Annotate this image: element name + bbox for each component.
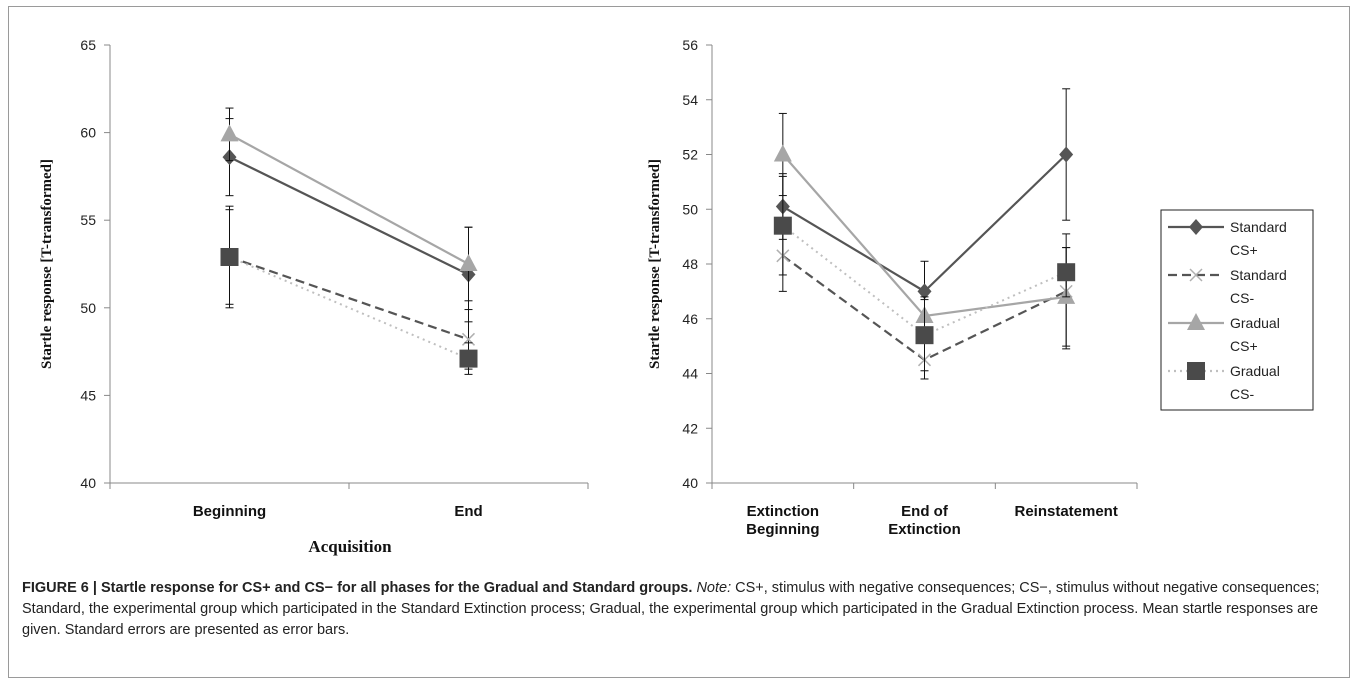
right-gradual-cs-point [915, 326, 934, 345]
right-y-tick-label: 54 [682, 92, 698, 108]
right-standard-cs-point [1059, 146, 1074, 163]
caption-body: CS+, stimulus with negative consequences… [22, 580, 1320, 638]
legend-standard-cs-label-cs: CS+ [1230, 242, 1258, 258]
legend-standard-cs-label: Standard [1230, 267, 1287, 283]
left-standard-cs-line [229, 255, 469, 341]
right-y-tick-label: 48 [682, 256, 698, 272]
left-y-tick-label: 60 [80, 125, 96, 141]
right-y-tick-label: 50 [682, 201, 698, 217]
left-gradual-cs-point [459, 349, 478, 368]
legend-gradual-cs-label: Gradual [1230, 315, 1280, 331]
legend-gradual-cs-marker [1187, 362, 1205, 380]
legend-standard-cs-marker [1189, 268, 1203, 282]
left-y-tick-label: 65 [80, 37, 96, 53]
right-x-tick-label: Beginning [746, 521, 819, 538]
left-gradual-cs-line [228, 133, 470, 265]
left-x-tick-label: Beginning [193, 503, 266, 520]
left-y-tick-label: 45 [80, 387, 96, 403]
left-gradual-cs-point [220, 124, 239, 142]
right-standard-cs-line [782, 205, 926, 293]
right-y-tick-label: 42 [682, 420, 698, 436]
right-y-axis-label: Startle response [T-transformed] [647, 159, 663, 369]
right-y-tick-label: 52 [682, 147, 698, 163]
left-gradual-cs-point [220, 247, 239, 266]
legend-box [1160, 209, 1314, 411]
caption-note-label: Note: [696, 580, 732, 596]
right-y-tick-label: 56 [682, 37, 698, 53]
right-standard-cs-line-extension [923, 153, 1067, 293]
legend: Standard CS+ Standard CS- Gradual CS+ Gradual C… [1160, 209, 1314, 411]
left-y-tick-label: 40 [80, 475, 96, 491]
left-gradual-cs-point [459, 254, 478, 271]
right-x-tick-label: Extinction [888, 521, 961, 538]
right-y-tick-label: 40 [682, 475, 698, 491]
legend-standard-cs-label: Standard [1230, 219, 1287, 235]
caption-lead: FIGURE 6 | Startle response for CS+ and … [22, 580, 693, 596]
right-x-tick-label: Reinstatement [1014, 503, 1117, 520]
figure-charts: 40 45 50 55 60 65 Beginning End Startle respon… [39, 37, 1314, 556]
left-y-tick-label: 50 [80, 300, 96, 316]
left-x-axis-label: Acquisition [308, 537, 392, 556]
left-y-tick-label: 55 [80, 212, 96, 228]
right-gradual-cs-point [1057, 263, 1076, 282]
figure-frame [8, 6, 1350, 678]
right-y-tick-label: 46 [682, 311, 698, 327]
right-gradual-cs-point [773, 144, 792, 162]
left-chart: 40 45 50 55 60 65 Beginning End Startle respon… [39, 37, 589, 556]
right-y-tick-label: 44 [682, 366, 698, 382]
legend-gradual-cs-label: Gradual [1230, 363, 1280, 379]
right-x-tick-label: Extinction [747, 503, 820, 520]
right-gradual-cs-line [782, 224, 1067, 337]
right-x-tick-label: End of [901, 503, 949, 520]
legend-standard-cs-marker-stroke-b [1189, 268, 1203, 282]
legend-gradual-cs-label-cs: CS+ [1230, 338, 1258, 354]
legend-gradual-cs-label-cs: CS- [1230, 386, 1254, 402]
left-y-axis-label: Startle response [T-transformed] [39, 159, 55, 369]
right-standard-cs-point [917, 283, 932, 300]
legend-standard-cs-label-cs: CS- [1230, 290, 1254, 306]
figure-caption: FIGURE 6 | Startle response for CS+ and … [22, 578, 1334, 641]
legend-standard-cs-marker [1189, 219, 1203, 235]
left-standard-cs-line [229, 156, 469, 276]
legend-gradual-cs-marker [1187, 313, 1205, 330]
left-gradual-cs-line [229, 256, 469, 360]
left-x-tick-label: End [454, 503, 482, 520]
right-gradual-cs-point [773, 216, 792, 235]
